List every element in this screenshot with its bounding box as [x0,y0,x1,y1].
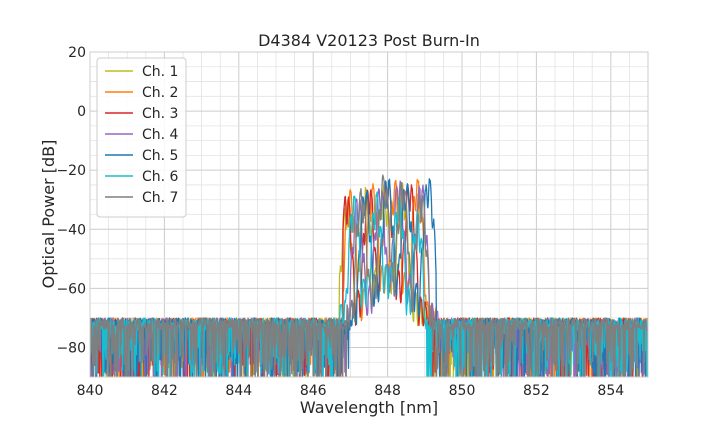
legend-entry: Ch. 5 [142,148,178,164]
series-line-7 [90,174,648,377]
legend-entry: Ch. 2 [142,85,178,101]
x-tick-label: 840 [77,383,104,399]
x-tick-label: 846 [300,383,327,399]
x-tick-label: 852 [523,383,550,399]
series-layer [90,174,648,377]
chart-title: D4384 V20123 Post Burn-In [258,31,480,50]
y-tick-label: −20 [56,163,86,179]
y-tick-label: 20 [68,45,86,61]
y-tick-label: −60 [56,281,86,297]
legend-entry: Ch. 4 [142,127,179,143]
legend: Ch. 1 Ch. 2 Ch. 3 Ch. 4 Ch. 5 Ch. 6 Ch. 7 [96,57,187,218]
legend-entry: Ch. 7 [142,190,178,206]
x-tick-labels: 840 842 844 846 848 850 852 854 [77,383,625,399]
x-tick-label: 850 [449,383,476,399]
legend-box [96,57,187,218]
y-axis-label: Optical Power [dB] [39,140,58,289]
legend-entry: Ch. 1 [142,64,178,80]
x-axis-label: Wavelength [nm] [300,398,438,417]
y-tick-label: −40 [56,222,86,238]
legend-entry: Ch. 6 [142,169,179,185]
plot-frame [89,51,649,378]
x-tick-label: 848 [374,383,401,399]
legend-entry: Ch. 3 [142,106,178,122]
x-tick-label: 842 [151,383,178,399]
y-tick-label: 0 [77,104,86,120]
x-tick-label: 854 [597,383,624,399]
y-tick-label: −80 [56,340,86,356]
y-tick-labels: 20 0 −20 −40 −60 −80 [56,45,86,356]
x-tick-label: 844 [225,383,252,399]
